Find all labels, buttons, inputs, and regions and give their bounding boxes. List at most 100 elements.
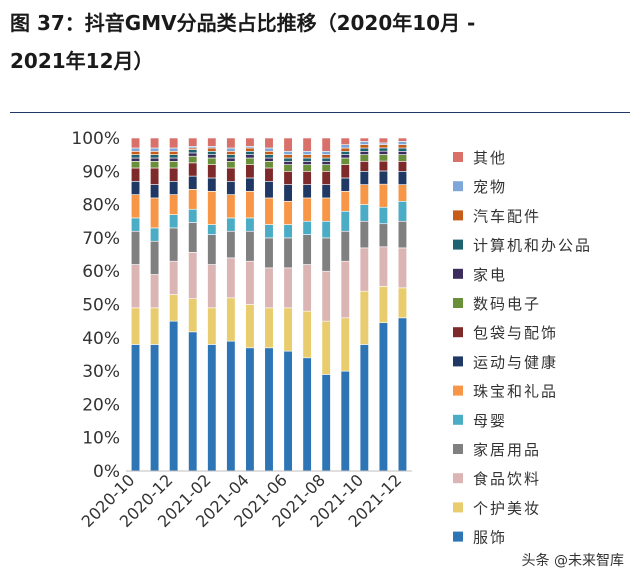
- bar-segment-4-7: [264, 224, 274, 239]
- bar-segment-6-6: [245, 177, 255, 192]
- bar-segment-0-2: [169, 320, 179, 472]
- bar-segment-11-10: [321, 154, 331, 159]
- bar-segment-6-10: [321, 184, 331, 199]
- legend-label: 服饰: [473, 529, 507, 547]
- bar-segment-7-11: [340, 164, 350, 179]
- bar-segment-1-5: [226, 297, 236, 342]
- bar-segment-5-0: [130, 194, 141, 219]
- bar-segment-6-7: [264, 180, 274, 199]
- bar-segment-9-0: [130, 157, 141, 162]
- bar-segment-5-12: [359, 184, 369, 205]
- bar-segment-8-12: [359, 154, 369, 162]
- bar-segment-0-14: [397, 317, 408, 472]
- bar-segment-11-9: [302, 154, 312, 159]
- bar-segment-2-13: [378, 246, 388, 287]
- bar-segment-11-0: [130, 151, 141, 155]
- legend-swatch: [453, 473, 463, 484]
- bar-segment-9-10: [321, 161, 331, 165]
- bar-segment-3-0: [130, 230, 141, 265]
- bar-segment-6-5: [226, 180, 236, 195]
- bar-segment-8-3: [188, 155, 198, 164]
- bar-segment-1-8: [283, 307, 293, 352]
- bar-segment-2-14: [397, 247, 408, 289]
- bar-segment-8-5: [226, 161, 236, 169]
- bar-segment-10-7: [264, 154, 274, 159]
- bar-segment-13-7: [264, 137, 274, 149]
- legend-swatch: [453, 385, 463, 396]
- bar-segment-11-5: [226, 151, 236, 155]
- bar-segment-12-0: [130, 147, 141, 152]
- bar-segment-9-2: [169, 157, 179, 162]
- watermark: 头条 @未来智库: [517, 549, 628, 571]
- bar-segment-13-0: [130, 137, 141, 149]
- bar-segment-5-1: [150, 197, 160, 229]
- bar-segment-1-11: [340, 317, 350, 372]
- bar-segment-5-10: [321, 197, 331, 222]
- legend-label: 个护美妆: [473, 499, 541, 517]
- legend-swatch: [453, 502, 463, 513]
- bar-segment-1-0: [130, 307, 141, 345]
- bar-segment-10-11: [340, 151, 350, 155]
- title-line-1: 图 37：抖音GMV分品类占比推移（2020年10月 -: [10, 11, 476, 35]
- bar-segment-5-8: [283, 200, 293, 225]
- bar-segment-0-1: [150, 344, 160, 472]
- bar-segment-1-2: [169, 294, 179, 322]
- bar-segment-8-2: [169, 161, 179, 169]
- bar-segment-12-2: [169, 147, 179, 152]
- bar-segment-7-12: [359, 161, 369, 172]
- bar-segment-3-7: [264, 237, 274, 269]
- bar-segment-10-5: [226, 154, 236, 159]
- bar-segment-6-2: [169, 180, 179, 195]
- bar-segment-3-13: [378, 223, 388, 248]
- bar-segment-5-2: [169, 194, 179, 215]
- bar-segment-11-12: [359, 144, 369, 149]
- bar-segment-7-2: [169, 167, 179, 182]
- bar-segment-6-3: [188, 175, 198, 190]
- bar-segment-7-4: [207, 164, 217, 179]
- legend-swatch: [453, 444, 463, 454]
- bar-segment-8-0: [130, 161, 141, 169]
- bar-segment-2-11: [340, 260, 350, 319]
- y-axis: 0% 10% 20% 30% 40% 50% 60% 70% 80% 90% 100%: [71, 129, 120, 482]
- bar-segment-3-1: [150, 240, 160, 275]
- bar-segment-4-14: [397, 200, 408, 222]
- y-tick-label: 60%: [82, 262, 120, 282]
- bar-segment-4-8: [283, 224, 293, 239]
- bar-segment-7-14: [397, 161, 408, 172]
- bar-segment-7-8: [283, 171, 293, 185]
- bar-segment-1-10: [321, 320, 331, 375]
- bar-segment-13-10: [321, 137, 331, 152]
- y-tick-label: 30%: [82, 362, 120, 382]
- bar-segment-10-0: [130, 154, 141, 159]
- y-tick-label: 90%: [82, 162, 120, 182]
- bar-segment-1-13: [378, 286, 388, 323]
- bar-segment-10-2: [169, 154, 179, 159]
- bar-segment-9-12: [359, 151, 369, 155]
- legend-swatch: [453, 531, 463, 542]
- bar-segment-4-0: [130, 217, 141, 232]
- bar-segment-11-11: [340, 147, 350, 152]
- bar-segment-8-9: [302, 164, 312, 172]
- title-line-2: 2021年12月）: [10, 49, 154, 73]
- bar-segment-3-12: [359, 220, 369, 249]
- bar-segment-13-3: [188, 137, 198, 147]
- bar-segment-10-1: [150, 154, 160, 159]
- bar-segment-5-14: [397, 184, 408, 202]
- bar-segment-5-4: [207, 190, 217, 225]
- bar-segment-9-14: [397, 151, 408, 155]
- bar-segment-8-11: [340, 157, 350, 165]
- bar-segment-6-9: [302, 184, 312, 199]
- legend-swatch: [453, 268, 463, 279]
- legend-label: 宠物: [473, 178, 507, 196]
- bar-segment-6-0: [130, 180, 141, 195]
- legend-swatch: [453, 298, 463, 308]
- bar-segment-3-9: [302, 234, 312, 265]
- bar-segment-10-8: [283, 157, 293, 162]
- bar-segment-6-1: [150, 184, 160, 199]
- legend-swatch: [453, 181, 463, 192]
- bar-segment-7-1: [150, 167, 160, 185]
- bar-segment-0-7: [264, 347, 274, 472]
- bar-segment-3-8: [283, 237, 293, 269]
- bar-segment-3-2: [169, 227, 179, 262]
